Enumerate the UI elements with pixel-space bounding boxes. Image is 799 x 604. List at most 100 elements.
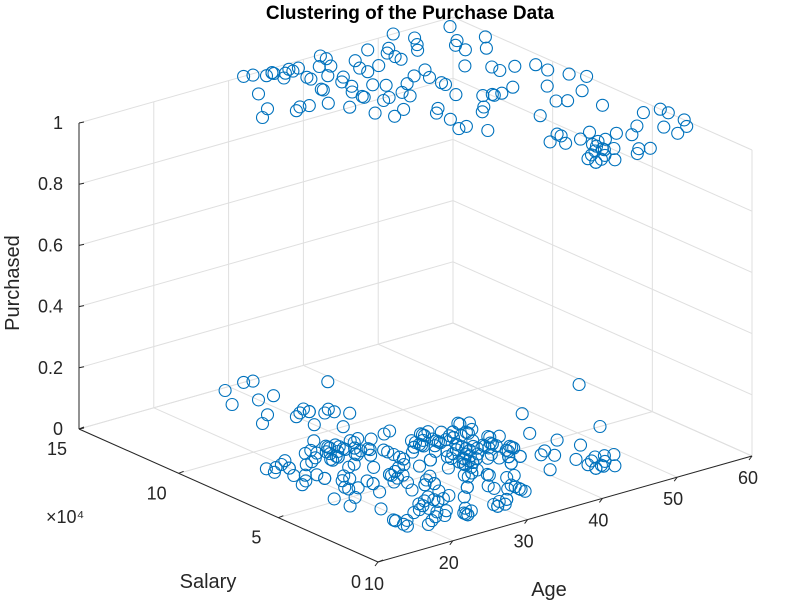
data-point	[508, 59, 522, 73]
data-point	[443, 112, 457, 126]
data-point	[246, 68, 260, 82]
data-point	[397, 102, 411, 116]
data-point	[313, 49, 327, 63]
data-point	[327, 492, 341, 506]
data-point	[304, 443, 318, 457]
data-point	[453, 417, 467, 431]
z-tick-mark	[78, 243, 85, 246]
data-point	[460, 480, 474, 494]
data-point	[465, 422, 479, 436]
z-tick-label: 0.4	[38, 297, 63, 317]
data-point	[608, 459, 622, 473]
data-point	[367, 460, 381, 474]
data-point	[493, 63, 507, 78]
data-point	[251, 393, 266, 407]
data-point	[492, 451, 506, 465]
data-point	[543, 463, 557, 477]
data-point	[630, 119, 644, 133]
data-point	[483, 436, 497, 450]
data-point	[573, 132, 588, 146]
data-point	[348, 441, 362, 455]
data-point	[607, 141, 621, 156]
data-point	[430, 505, 444, 519]
data-point	[343, 100, 357, 114]
data-point	[677, 113, 691, 127]
x-tick-mark	[374, 561, 379, 567]
data-point	[321, 375, 335, 389]
data-point	[572, 377, 586, 392]
data-point	[607, 447, 621, 462]
data-point	[366, 477, 380, 491]
data-point	[458, 501, 472, 515]
data-point	[457, 490, 471, 504]
data-point	[504, 456, 518, 470]
data-point	[400, 77, 414, 91]
data-point	[318, 471, 332, 485]
back-wall-grid-line	[78, 261, 454, 369]
data-point	[440, 444, 454, 458]
data-point	[388, 464, 402, 479]
x-tick-label: 40	[588, 510, 608, 530]
y-axis-label: Salary	[180, 571, 237, 593]
data-point	[237, 69, 251, 83]
data-point	[289, 104, 303, 118]
data-point	[321, 69, 335, 83]
data-point	[596, 459, 610, 473]
data-point	[387, 475, 401, 489]
z-tick-label: 0.8	[38, 174, 63, 194]
data-point	[442, 488, 456, 503]
z-tick-label: 0.2	[38, 358, 63, 378]
x-tick-label: 10	[364, 574, 384, 594]
data-point	[296, 402, 310, 416]
data-point	[653, 102, 667, 116]
data-point	[534, 448, 548, 462]
data-point	[286, 64, 300, 78]
data-point	[595, 98, 610, 112]
data-point	[446, 431, 460, 445]
data-point	[643, 141, 657, 155]
x-tick-mark	[449, 540, 454, 546]
z-tick-mark	[78, 182, 85, 185]
data-point	[480, 467, 494, 481]
z-tick-mark	[78, 305, 85, 308]
x-tick-mark	[748, 455, 753, 461]
data-point	[680, 119, 694, 133]
data-point	[429, 106, 444, 120]
data-point	[345, 85, 359, 99]
data-point	[465, 466, 479, 480]
data-point	[377, 427, 391, 441]
data-point	[251, 87, 266, 101]
data-point	[278, 66, 292, 80]
data-point	[485, 60, 499, 74]
y-tick-label: 10	[147, 483, 167, 503]
data-point	[498, 497, 512, 511]
data-point	[507, 441, 521, 455]
data-point	[489, 439, 503, 453]
data-point	[562, 67, 576, 81]
z-tick-mark	[78, 366, 85, 369]
data-point	[459, 447, 473, 461]
data-point	[360, 474, 374, 488]
data-point	[302, 405, 316, 419]
data-point	[538, 444, 552, 458]
data-point	[405, 483, 419, 497]
data-point	[374, 502, 388, 516]
data-point	[671, 126, 685, 140]
data-point	[514, 482, 528, 497]
z-tick-mark	[78, 427, 85, 430]
data-point	[289, 410, 303, 424]
data-point	[382, 90, 396, 105]
data-point	[310, 468, 324, 482]
data-point	[302, 99, 316, 113]
data-point	[278, 454, 292, 468]
data-point	[408, 31, 422, 45]
data-point	[411, 43, 425, 57]
data-point	[491, 499, 505, 513]
data-point	[657, 120, 671, 134]
side-wall-grid-line	[452, 16, 753, 151]
data-point	[338, 442, 352, 456]
data-point	[388, 109, 402, 123]
data-point	[400, 475, 415, 490]
x-tick-label: 60	[738, 468, 758, 488]
x-axis-label: Age	[531, 579, 567, 601]
